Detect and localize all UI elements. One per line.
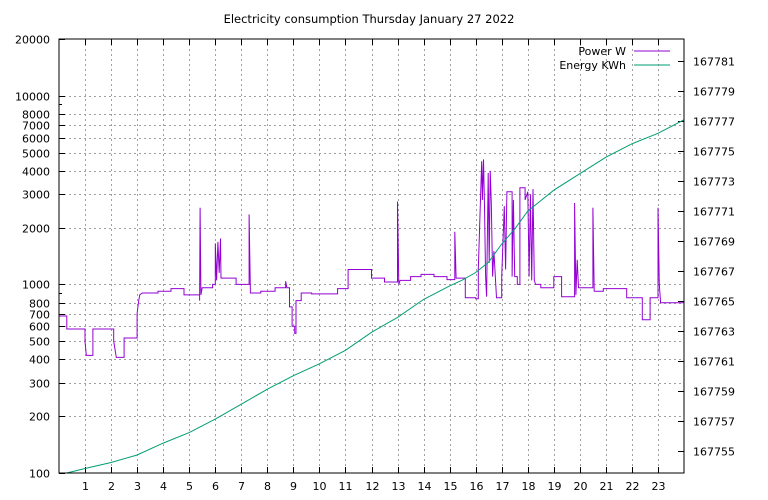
- x-tick-label: 14: [418, 480, 432, 493]
- y-tick-label: 200: [29, 411, 50, 424]
- x-tick-label: 11: [339, 480, 353, 493]
- x-tick-label: 4: [160, 480, 167, 493]
- x-tick-label: 9: [290, 480, 297, 493]
- x-tick-label: 15: [444, 480, 458, 493]
- y-tick-label: 6000: [22, 133, 50, 146]
- x-tick-label: 21: [600, 480, 614, 493]
- x-tick-label: 12: [366, 480, 380, 493]
- y-tick-label: 8000: [22, 109, 50, 122]
- y-tick-label: 10000: [15, 91, 50, 104]
- x-tick-label: 3: [134, 480, 141, 493]
- y2-tick-label: 167755: [693, 446, 735, 459]
- x-tick-label: 22: [626, 480, 640, 493]
- x-tick-label: 2: [108, 480, 115, 493]
- axis-ticks: 1 2 3 4 5 6 7 8 9 10 11 12 13 14 15 16 17 18 19 20 21 22 23100…: [15, 34, 735, 494]
- y-tick-label: 600: [29, 321, 50, 334]
- legend-label-energy: Energy KWh: [559, 59, 626, 72]
- x-tick-label: 20: [574, 480, 588, 493]
- x-tick-label: 16: [470, 480, 484, 493]
- y2-tick-label: 167777: [693, 116, 735, 129]
- y2-tick-label: 167759: [693, 386, 735, 399]
- y2-tick-label: 167781: [693, 56, 735, 69]
- x-tick-label: 8: [264, 480, 271, 493]
- x-tick-label: 23: [652, 480, 666, 493]
- y-tick-label: 4000: [22, 166, 50, 179]
- y-tick-label: 400: [29, 354, 50, 367]
- y-tick-label: 500: [29, 336, 50, 349]
- x-tick-label: 1: [82, 480, 89, 493]
- y-tick-label: 700: [29, 309, 50, 322]
- y2-tick-label: 167769: [693, 236, 735, 249]
- x-tick-label: 6: [212, 480, 219, 493]
- y-tick-label: 300: [29, 378, 50, 391]
- y-tick-label: 20000: [15, 34, 50, 47]
- y-tick-label: 3000: [22, 189, 50, 202]
- x-tick-label: 19: [548, 480, 562, 493]
- legend-label-power: Power W: [578, 45, 626, 58]
- y2-tick-label: 167767: [693, 266, 735, 279]
- legend: Power W Energy KWh: [559, 45, 670, 72]
- y2-tick-label: 167757: [693, 416, 735, 429]
- y2-tick-label: 167775: [693, 146, 735, 159]
- y-tick-label: 5000: [22, 148, 50, 161]
- y-tick-label: 1000: [22, 279, 50, 292]
- energy-series-line: [66, 119, 685, 474]
- power-series-line: [59, 159, 684, 358]
- y-tick-label: 800: [29, 298, 50, 311]
- x-tick-label: 18: [522, 480, 536, 493]
- y2-tick-label: 167761: [693, 356, 735, 369]
- x-tick-label: 17: [496, 480, 510, 493]
- plot-frame: [58, 38, 685, 474]
- y2-tick-label: 167765: [693, 296, 735, 309]
- y2-tick-label: 167779: [693, 86, 735, 99]
- series-layer: [59, 119, 685, 474]
- y-tick-label: 7000: [22, 120, 50, 133]
- y2-tick-label: 167773: [693, 176, 735, 189]
- grid-lines: [59, 39, 684, 473]
- x-tick-label: 13: [392, 480, 406, 493]
- x-tick-label: 5: [186, 480, 193, 493]
- y2-tick-label: 167771: [693, 206, 735, 219]
- x-tick-label: 10: [313, 480, 327, 493]
- x-tick-label: 7: [238, 480, 245, 493]
- chart-title: Electricity consumption Thursday January…: [224, 12, 515, 26]
- y-tick-label: 2000: [22, 223, 50, 236]
- y-tick-label: 100: [29, 468, 50, 481]
- y2-tick-label: 167763: [693, 326, 735, 339]
